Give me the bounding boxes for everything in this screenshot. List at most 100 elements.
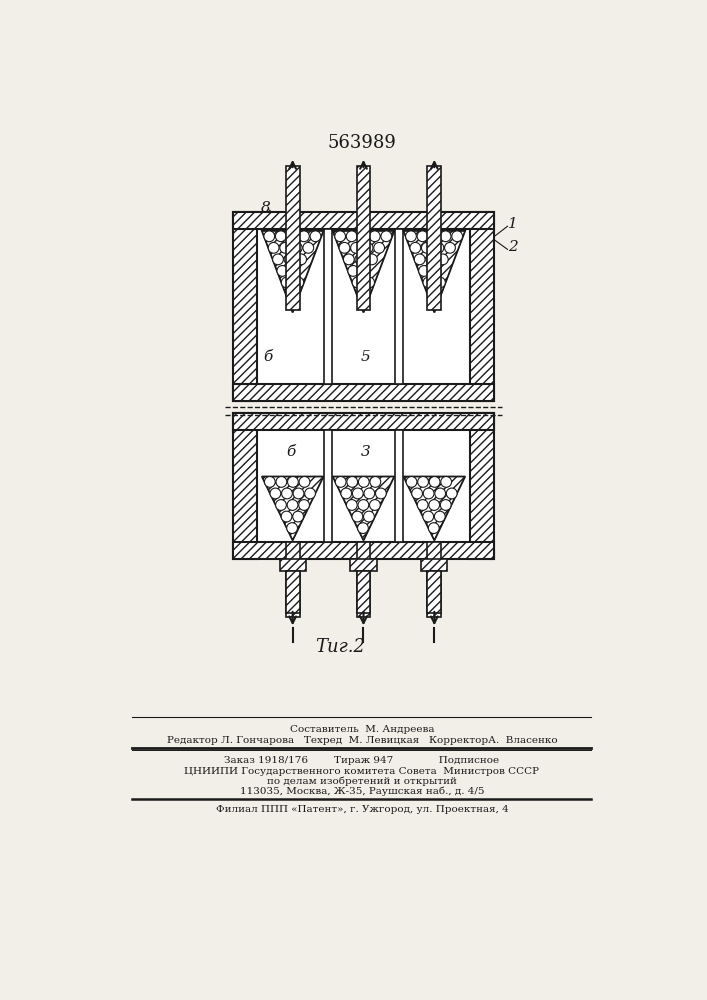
Circle shape bbox=[298, 500, 310, 510]
Circle shape bbox=[348, 266, 358, 276]
Circle shape bbox=[434, 511, 445, 522]
Text: 2: 2 bbox=[508, 240, 518, 254]
Bar bbox=[257, 229, 469, 384]
Circle shape bbox=[291, 242, 302, 253]
Circle shape bbox=[429, 500, 440, 510]
Text: 5: 5 bbox=[361, 350, 370, 364]
Bar bbox=[233, 212, 494, 229]
Polygon shape bbox=[262, 477, 324, 540]
Circle shape bbox=[264, 231, 274, 242]
Circle shape bbox=[284, 254, 295, 265]
Bar bbox=[395, 229, 403, 384]
Circle shape bbox=[352, 277, 363, 288]
Text: 3: 3 bbox=[361, 445, 370, 459]
Circle shape bbox=[423, 277, 434, 288]
Text: б: б bbox=[264, 350, 273, 364]
Circle shape bbox=[446, 488, 457, 499]
Circle shape bbox=[417, 500, 428, 510]
Circle shape bbox=[281, 277, 292, 288]
Circle shape bbox=[352, 488, 363, 499]
Circle shape bbox=[335, 477, 346, 487]
Circle shape bbox=[421, 242, 432, 253]
Bar bbox=[233, 212, 257, 401]
Circle shape bbox=[281, 511, 292, 522]
Bar bbox=[356, 542, 370, 617]
Circle shape bbox=[281, 488, 293, 499]
Circle shape bbox=[358, 523, 368, 533]
Bar bbox=[286, 571, 300, 613]
Circle shape bbox=[406, 477, 417, 487]
Text: 1: 1 bbox=[508, 217, 518, 231]
Circle shape bbox=[358, 231, 368, 242]
Text: по делам изобретений и открытий: по делам изобретений и открытий bbox=[267, 777, 457, 786]
Circle shape bbox=[429, 477, 440, 487]
Polygon shape bbox=[333, 477, 395, 540]
Circle shape bbox=[428, 523, 439, 533]
Bar bbox=[356, 166, 370, 310]
Bar bbox=[257, 475, 469, 542]
Circle shape bbox=[276, 500, 286, 510]
Circle shape bbox=[417, 231, 428, 242]
Circle shape bbox=[438, 254, 448, 265]
Polygon shape bbox=[404, 477, 465, 540]
Circle shape bbox=[363, 277, 375, 288]
Circle shape bbox=[440, 477, 452, 487]
Bar bbox=[279, 559, 305, 571]
Circle shape bbox=[364, 488, 375, 499]
Circle shape bbox=[370, 500, 380, 510]
Circle shape bbox=[427, 289, 438, 299]
Circle shape bbox=[268, 242, 279, 253]
Circle shape bbox=[310, 231, 321, 242]
Circle shape bbox=[375, 488, 386, 499]
Bar bbox=[257, 229, 469, 314]
Circle shape bbox=[287, 500, 298, 510]
Circle shape bbox=[305, 488, 315, 499]
Bar bbox=[356, 571, 370, 613]
Circle shape bbox=[270, 488, 281, 499]
Circle shape bbox=[273, 254, 284, 265]
Circle shape bbox=[406, 231, 416, 242]
Circle shape bbox=[334, 231, 346, 242]
Circle shape bbox=[358, 477, 369, 487]
Circle shape bbox=[359, 266, 370, 276]
Circle shape bbox=[452, 231, 462, 242]
Circle shape bbox=[341, 488, 351, 499]
Circle shape bbox=[356, 289, 368, 299]
Bar bbox=[469, 413, 494, 559]
Text: 563989: 563989 bbox=[327, 134, 397, 152]
Bar bbox=[286, 542, 300, 617]
Circle shape bbox=[287, 523, 298, 533]
Bar bbox=[428, 571, 441, 613]
Circle shape bbox=[423, 488, 434, 499]
Text: Филиал ППП «Патент», г. Ужгород, ул. Проектная, 4: Филиал ППП «Патент», г. Ужгород, ул. Про… bbox=[216, 805, 508, 814]
Circle shape bbox=[355, 254, 366, 265]
Bar bbox=[469, 212, 494, 401]
Bar bbox=[395, 430, 403, 542]
Circle shape bbox=[276, 477, 287, 487]
Text: 113035, Москва, Ж-35, Раушская наб., д. 4/5: 113035, Москва, Ж-35, Раушская наб., д. … bbox=[240, 787, 484, 796]
Text: Составитель  М. Андреева: Составитель М. Андреева bbox=[290, 725, 434, 734]
Circle shape bbox=[435, 488, 445, 499]
Circle shape bbox=[410, 242, 421, 253]
Bar bbox=[233, 413, 257, 559]
Text: 8: 8 bbox=[260, 201, 270, 215]
Text: ЦНИИПИ Государственного комитета Совета  Министров СССР: ЦНИИПИ Государственного комитета Совета … bbox=[185, 767, 539, 776]
Circle shape bbox=[298, 231, 310, 242]
Circle shape bbox=[366, 254, 378, 265]
Circle shape bbox=[286, 289, 296, 299]
Circle shape bbox=[264, 477, 275, 487]
Bar bbox=[286, 166, 300, 310]
Circle shape bbox=[374, 242, 385, 253]
Bar bbox=[233, 384, 494, 401]
Bar bbox=[257, 430, 469, 542]
Circle shape bbox=[276, 231, 286, 242]
Circle shape bbox=[293, 488, 304, 499]
Polygon shape bbox=[333, 231, 395, 312]
Circle shape bbox=[299, 477, 310, 487]
Circle shape bbox=[351, 242, 361, 253]
Circle shape bbox=[370, 477, 381, 487]
Circle shape bbox=[344, 254, 354, 265]
Text: б: б bbox=[286, 445, 296, 459]
Circle shape bbox=[352, 511, 363, 522]
Bar bbox=[233, 413, 494, 430]
